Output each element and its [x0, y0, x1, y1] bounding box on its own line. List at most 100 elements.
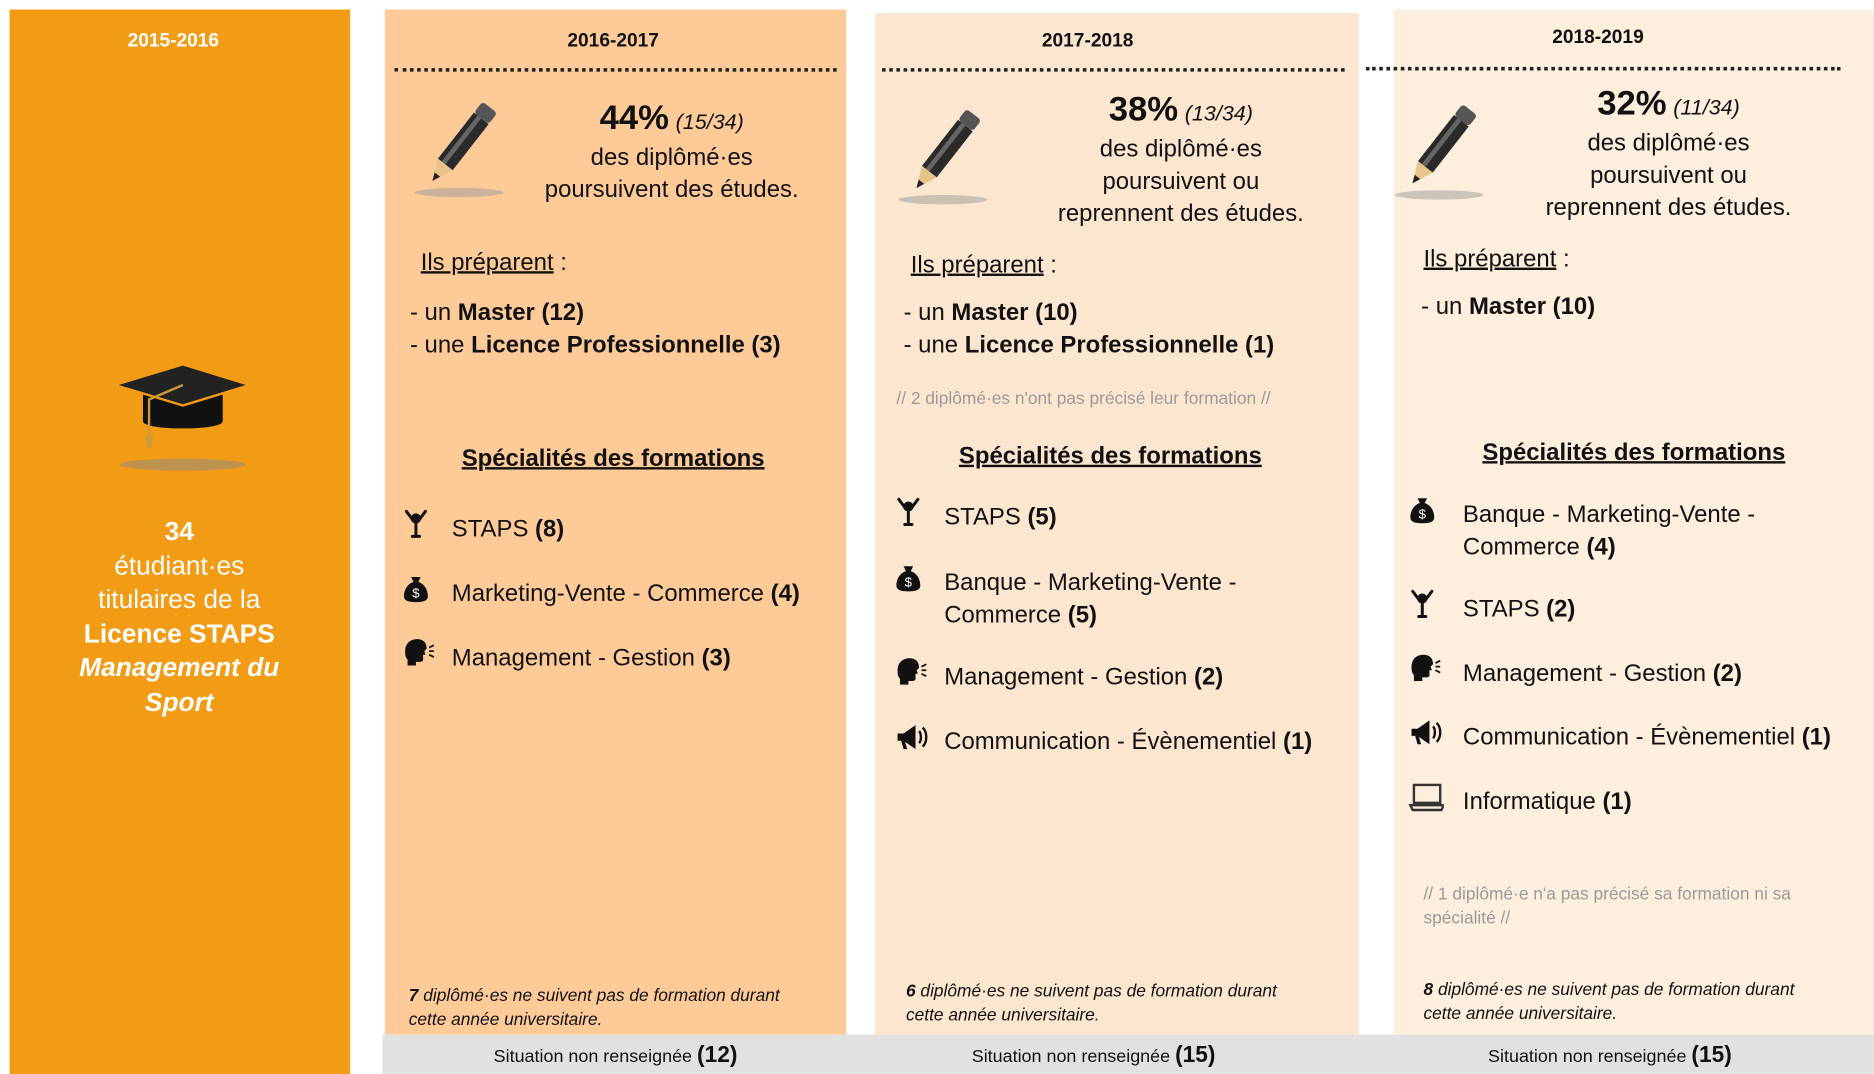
program-label: Master — [1469, 294, 1546, 320]
specialty-name: Management - Gestion — [944, 664, 1187, 690]
pencil-icon — [1386, 96, 1491, 204]
program-count: (3) — [751, 332, 780, 358]
percent-line: 38% (13/34) — [1058, 91, 1304, 134]
program-item: - un Master (10) — [1421, 292, 1595, 324]
specialty-icon: $ — [1408, 493, 1444, 526]
footer-text: diplômé·es ne suivent pas de formation d… — [1423, 981, 1794, 1024]
program-prefix: - un — [1421, 294, 1462, 320]
footer-note: 6 diplômé·es ne suivent pas de formation… — [906, 980, 1318, 1028]
percent: 32% — [1597, 85, 1666, 123]
prepare-label: Ils préparent — [911, 252, 1044, 278]
specialty-count: (2) — [1546, 596, 1575, 622]
specialty-count: (4) — [771, 581, 800, 607]
specialty-count: (1) — [1802, 724, 1831, 750]
intro-text: 34étudiant·estitulaires de laLicence STA… — [79, 515, 279, 719]
description-line: des diplômé·es — [545, 142, 799, 174]
specialty-item: Communication - Évènementiel (1) — [944, 726, 1338, 758]
specialty-item: Communication - Évènementiel (1) — [1463, 722, 1857, 754]
space — [1596, 789, 1603, 815]
space — [1021, 504, 1028, 530]
description-line: poursuivent ou — [1546, 160, 1792, 192]
footer-note: 8 diplômé·es ne suivent pas de formation… — [1423, 978, 1835, 1026]
specialty-name: STAPS — [944, 504, 1021, 530]
specialty-name: Management - Gestion — [452, 645, 695, 671]
specialty-icon — [402, 637, 438, 670]
pencil-icon — [406, 93, 511, 201]
specialty-item: Banque - Marketing-Vente - Commerce (5) — [944, 567, 1338, 632]
description-line: poursuivent ou — [1058, 166, 1304, 198]
specialty-icon — [1408, 588, 1444, 621]
space — [1706, 661, 1713, 687]
program-item: - une Licence Professionnelle (1) — [904, 330, 1275, 362]
percent: 38% — [1109, 91, 1178, 129]
intro-line: Sport — [79, 685, 279, 719]
situation-label: Situation non renseignée — [972, 1047, 1170, 1067]
specialty-icon — [894, 720, 930, 753]
programs: - un Master (10)- une Licence Profession… — [904, 297, 1275, 362]
program-prefix: - un — [410, 300, 451, 326]
space — [1238, 332, 1245, 358]
intro-line: 34 — [79, 515, 279, 549]
prepare-suffix: : — [560, 250, 567, 276]
situation: Situation non renseignée (12) — [494, 1042, 738, 1072]
space — [528, 516, 535, 542]
infographic: 2015-201634étudiant·estitulaires de laLi… — [0, 0, 1874, 1074]
specialty-icon — [1408, 780, 1444, 813]
prepare: Ils préparent : — [421, 247, 567, 279]
specialty-item: Management - Gestion (2) — [1463, 658, 1857, 690]
note: // 2 diplômé·es n'ont pas précisé leur f… — [896, 387, 1314, 411]
specialty-item: Banque - Marketing-Vente - Commerce (4) — [1463, 499, 1857, 564]
specialty-name: Marketing-Vente - Commerce — [452, 581, 764, 607]
specialty-count: (1) — [1283, 729, 1312, 755]
specialties-title: Spécialités des formations — [1482, 437, 1785, 469]
specialty-count: (2) — [1713, 661, 1742, 687]
cap-icon — [116, 358, 250, 473]
specialty-icon — [894, 496, 930, 529]
footer-note: 7 diplômé·es ne suivent pas de formation… — [409, 984, 821, 1032]
program-prefix: - une — [410, 332, 464, 358]
prepare: Ils préparent : — [1423, 244, 1569, 276]
footer-number: 8 — [1423, 981, 1433, 1000]
situation: Situation non renseignée (15) — [972, 1042, 1216, 1072]
specialty-name: STAPS — [452, 516, 529, 542]
program-label: Licence Professionnelle — [471, 332, 745, 358]
intro-line: étudiant·es — [79, 549, 279, 583]
description-line: des diplômé·es — [1546, 128, 1792, 160]
specialty-item: Informatique (1) — [1463, 786, 1857, 818]
description-line: des diplômé·es — [1058, 134, 1304, 166]
prepare-suffix: : — [1050, 252, 1057, 278]
specialty-name: STAPS — [1463, 596, 1540, 622]
space — [554, 250, 561, 276]
percent-line: 32% (11/34) — [1546, 85, 1792, 128]
dotted-rule — [882, 68, 1345, 72]
prepare-suffix: : — [1563, 246, 1570, 272]
specialty-item: STAPS (2) — [1463, 594, 1857, 626]
program-label: Licence Professionnelle — [965, 332, 1239, 358]
specialty-icon: $ — [894, 562, 930, 595]
specialties-title: Spécialités des formations — [959, 441, 1262, 473]
program-label: Master — [458, 300, 535, 326]
specialty-icon — [1408, 716, 1444, 749]
specialty-count: (5) — [1027, 504, 1056, 530]
summary: 44% (15/34)des diplômé·espoursuivent des… — [545, 99, 799, 207]
program-item: - un Master (12) — [410, 297, 781, 329]
ratio: (15/34) — [676, 110, 744, 134]
specialty-icon — [402, 508, 438, 541]
ratio: (11/34) — [1673, 96, 1740, 120]
intro-line: titulaires de la — [79, 583, 279, 617]
program-count: (1) — [1245, 332, 1274, 358]
situation-label: Situation non renseignée — [1488, 1047, 1686, 1067]
specialty-icon: $ — [402, 572, 438, 605]
specialties-title: Spécialités des formations — [462, 443, 765, 475]
specialty-item: Marketing-Vente - Commerce (4) — [452, 578, 846, 610]
year-label: 2018-2019 — [1552, 26, 1643, 50]
dotted-rule — [1366, 67, 1840, 71]
year-label: 2015-2016 — [128, 30, 219, 54]
specialty-item: STAPS (5) — [944, 502, 1338, 534]
footer-text: diplômé·es ne suivent pas de formation d… — [409, 987, 780, 1030]
percent-line: 44% (15/34) — [545, 99, 799, 142]
specialty-name: Management - Gestion — [1463, 661, 1706, 687]
situation: Situation non renseignée (15) — [1488, 1042, 1732, 1072]
space — [745, 332, 752, 358]
